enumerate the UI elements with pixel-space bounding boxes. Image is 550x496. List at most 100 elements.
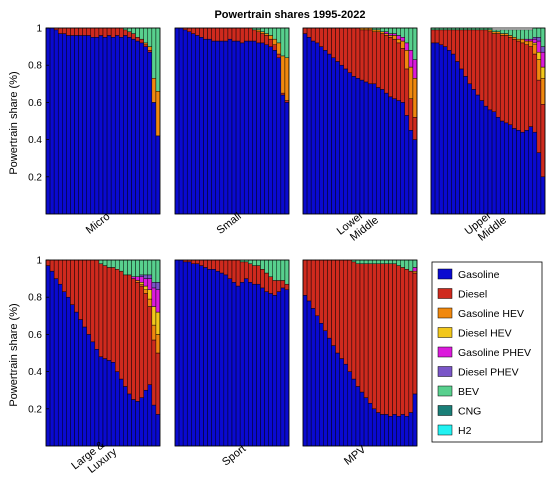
- bar-diesel-phev-2020: [532, 37, 538, 40]
- legend-label: Diesel HEV: [458, 328, 512, 340]
- bar-gasoline-2022: [284, 102, 290, 215]
- bar-gasoline-2021: [536, 152, 542, 215]
- bar-gasoline-hev-2021: [280, 55, 286, 94]
- bar-gasoline-2021: [151, 102, 157, 215]
- bar-gasoline-2007: [479, 100, 485, 215]
- bar-diesel-1999: [62, 27, 67, 34]
- bar-diesel-2008: [355, 263, 361, 387]
- bar-diesel-2015: [127, 274, 132, 395]
- bar-gasoline-hev-2019: [528, 40, 534, 47]
- bar-diesel-2005: [343, 259, 349, 365]
- bar-diesel-2001: [70, 259, 75, 305]
- bar-gasoline-2006: [347, 72, 353, 215]
- legend-swatch: [437, 366, 453, 377]
- bar-gasoline-2018: [396, 100, 401, 215]
- bar-diesel-2017: [520, 42, 525, 133]
- bar-diesel-2013: [376, 31, 381, 88]
- bar-gasoline-2011: [110, 362, 116, 447]
- y-tick-label: 0.8: [28, 293, 42, 304]
- bar-diesel-1997: [310, 259, 316, 309]
- legend-swatch: [437, 268, 453, 280]
- bar-diesel-2007: [351, 27, 357, 77]
- bar-gasoline-phev-2017: [392, 33, 397, 36]
- bar-diesel-2009: [359, 29, 365, 81]
- bar-diesel-2006: [475, 29, 481, 96]
- bar-gasoline-2015: [512, 128, 517, 215]
- bar-bev-2018: [396, 27, 401, 36]
- bar-gasoline-2016: [131, 399, 136, 447]
- bar-diesel-2018: [396, 42, 401, 101]
- bar-diesel-2015: [127, 31, 132, 38]
- bar-gasoline-2012: [371, 83, 377, 215]
- bar-gasoline-hev-2019: [400, 40, 406, 49]
- bar-diesel-2016: [516, 40, 521, 131]
- bar-gasoline-2006: [475, 94, 481, 215]
- bar-gasoline-hev-2009: [487, 29, 493, 32]
- bar-gasoline-2009: [359, 79, 365, 215]
- bar-gasoline-2015: [127, 393, 132, 447]
- bar-gasoline-2018: [268, 46, 273, 215]
- bar-gasoline-hev-2022: [540, 77, 546, 105]
- legend-item-diesel-hev: Diesel HEV: [437, 327, 512, 340]
- bar-diesel-2021: [280, 92, 286, 96]
- legend-item-cng: CNG: [437, 405, 481, 418]
- bar-diesel-2021: [536, 79, 542, 153]
- bar-diesel-1999: [191, 27, 196, 34]
- bar-gasoline-2007: [223, 274, 229, 447]
- bar-gasoline-2002: [74, 35, 79, 215]
- bar-diesel-2020: [404, 269, 410, 417]
- bar-diesel-1996: [306, 259, 312, 302]
- bar-diesel-2020: [276, 53, 282, 58]
- bar-gasoline-2014: [508, 124, 513, 215]
- bar-diesel-2000: [323, 27, 328, 51]
- bar-bev-2020: [276, 27, 282, 44]
- bar-gasoline-hev-2018: [524, 40, 529, 45]
- bar-diesel-2007: [94, 259, 100, 350]
- bar-gasoline-2000: [451, 53, 456, 215]
- bar-bev-2019: [272, 27, 278, 40]
- bar-diesel-2018: [268, 276, 273, 294]
- bar-diesel-2014: [380, 263, 385, 415]
- bar-diesel-phev-2021: [151, 282, 157, 289]
- bar-gasoline-hev-2022: [155, 91, 161, 137]
- bar-diesel-2014: [508, 37, 513, 125]
- bar-diesel-2001: [199, 27, 204, 38]
- bar-gasoline-2007: [351, 76, 357, 215]
- bar-diesel-2020: [404, 68, 410, 116]
- bar-gasoline-2013: [376, 412, 381, 447]
- bar-diesel-2001: [327, 27, 332, 55]
- bar-bev-2011: [495, 29, 501, 32]
- bar-gasoline-phev-2021: [536, 40, 542, 53]
- bar-gasoline-1997: [53, 278, 59, 447]
- bar-gasoline-1999: [319, 323, 324, 447]
- bar-bev-2017: [520, 29, 525, 40]
- panel-frame: [302, 259, 418, 447]
- bar-diesel-2019: [400, 267, 406, 415]
- bar-gasoline-2008: [227, 38, 233, 215]
- bar-diesel-1997: [53, 259, 59, 279]
- bar-diesel-2007: [479, 29, 485, 101]
- bar-bev-2013: [119, 259, 124, 272]
- bar-gasoline-2008: [355, 77, 361, 215]
- bar-diesel-2018: [268, 38, 273, 47]
- bar-bev-2015: [256, 259, 261, 266]
- legend-label: CNG: [458, 406, 481, 418]
- bar-diesel-2006: [90, 27, 96, 38]
- bar-gasoline-2002: [203, 267, 208, 447]
- panel-small: Small: [174, 27, 290, 237]
- bar-diesel-2002: [459, 29, 464, 70]
- bar-gasoline-2022: [155, 414, 161, 447]
- panel-sport: Sport: [174, 259, 290, 468]
- bar-diesel-2020: [147, 306, 153, 385]
- bar-bev-2014: [380, 27, 385, 32]
- bar-bev-2018: [396, 259, 401, 266]
- bar-gasoline-1996: [306, 37, 312, 215]
- bar-gasoline-2004: [339, 64, 344, 215]
- bar-gasoline-2016: [388, 96, 393, 215]
- bar-gasoline-2022: [155, 135, 161, 215]
- bar-gasoline-1995: [174, 27, 180, 215]
- bar-gasoline-2001: [70, 304, 75, 447]
- bar-bev-2009: [359, 259, 365, 264]
- bar-diesel-2008: [227, 27, 233, 40]
- bar-bev-2022: [284, 259, 290, 285]
